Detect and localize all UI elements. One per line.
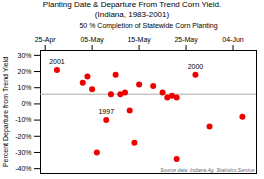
svg-text:05-May: 05-May bbox=[80, 36, 104, 44]
svg-text:Percent Departure from Trend Y: Percent Departure from Trend Yield bbox=[2, 57, 10, 167]
html-text:Planting Date & Departure From: Planting Date & Departure From Trend Cor… bbox=[42, 0, 222, 9]
svg-text:25-Apr: 25-Apr bbox=[35, 36, 57, 44]
svg-text:-20%: -20% bbox=[15, 133, 31, 140]
svg-text:2000: 2000 bbox=[188, 63, 204, 70]
svg-text:50 % Completion of Statewide C: 50 % Completion of Statewide Corn Planti… bbox=[79, 22, 217, 30]
svg-text:-10%: -10% bbox=[15, 116, 31, 123]
svg-text:0%: 0% bbox=[21, 100, 31, 107]
svg-text:Source data: Indiana Ag. Stati: Source data: Indiana Ag. Statistics Serv… bbox=[160, 167, 255, 173]
svg-text:20%: 20% bbox=[17, 68, 31, 75]
svg-text:04-Jun: 04-Jun bbox=[222, 36, 244, 43]
svg-text:10%: 10% bbox=[17, 84, 31, 91]
html-text:(Indiana, 1983-2001): (Indiana, 1983-2001) bbox=[94, 10, 170, 19]
svg-text:1997: 1997 bbox=[98, 108, 114, 115]
svg-text:15-May: 15-May bbox=[127, 36, 151, 44]
svg-text:-40%: -40% bbox=[15, 165, 31, 172]
svg-text:30%: 30% bbox=[17, 52, 31, 59]
svg-text:25-May: 25-May bbox=[174, 36, 198, 44]
svg-text:2001: 2001 bbox=[49, 58, 65, 65]
svg-text:-30%: -30% bbox=[15, 149, 31, 156]
